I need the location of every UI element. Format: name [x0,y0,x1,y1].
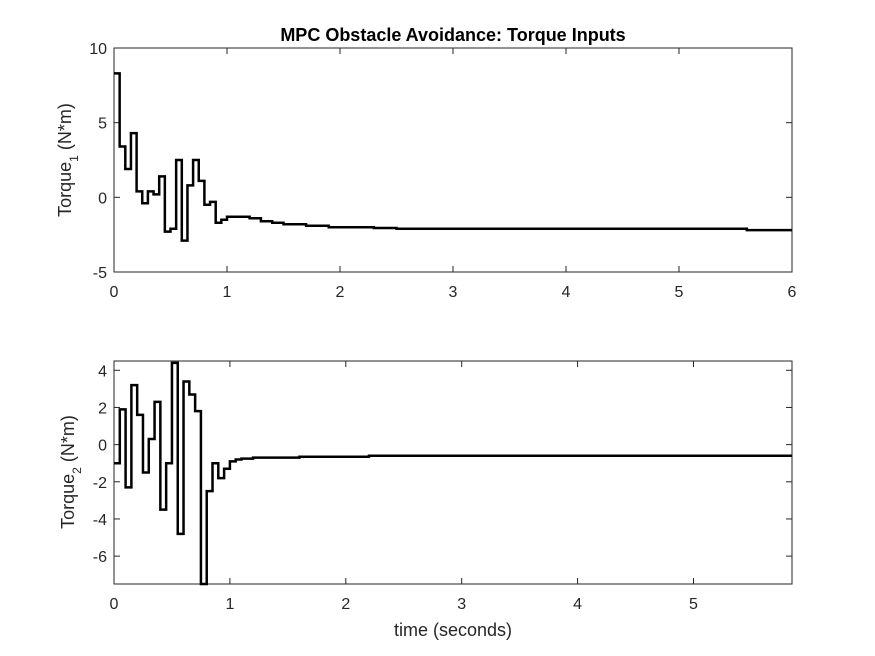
y-tick-label: 0 [98,438,107,455]
chart-title: MPC Obstacle Avoidance: Torque Inputs [280,25,625,45]
x-tick-label: 0 [110,596,119,613]
y-axis-label: Torque2 (N*m) [58,415,84,529]
y-tick-label: -4 [93,512,107,529]
y-tick-label: 5 [98,116,107,133]
torque2-chart: 0 1 2 3 4 5 -6 -4 -2 0 2 4 Torque2 (N*m) time (sec… [58,360,793,640]
x-tick-label: 2 [341,596,350,613]
y-tick-label: -2 [93,475,107,492]
x-tick-label: 5 [689,596,698,613]
y-tick-label: 4 [98,363,107,380]
y-tick-label: 2 [98,400,107,417]
x-tick-label: 2 [336,284,345,301]
x-tick-label: 6 [788,284,797,301]
y-tick-label: -6 [93,549,107,566]
x-tick-label: 5 [675,284,684,301]
x-tick-label: 4 [573,596,582,613]
x-tick-label: 3 [449,284,458,301]
x-ticks: 0 1 2 3 4 5 6 [110,48,797,301]
torque1-chart: MPC Obstacle Avoidance: Torque Inputs 0 1… [55,25,797,301]
plot-frame [113,47,793,273]
x-tick-label: 3 [457,596,466,613]
y-axis-label: Torque1 (N*m) [55,103,81,217]
x-ticks: 0 1 2 3 4 5 [110,361,698,613]
x-tick-label: 4 [562,284,571,301]
torque2-series-line [114,361,792,586]
y-tick-label: -5 [93,265,107,282]
y-tick-label: 10 [89,41,107,58]
y-ticks: -5 0 5 10 [89,41,792,282]
y-tick-label: 0 [98,190,107,207]
x-axis-label: time (seconds) [394,620,512,640]
x-tick-label: 0 [110,284,119,301]
plot-frame [113,360,793,585]
x-tick-label: 1 [223,284,232,301]
x-tick-label: 1 [225,596,234,613]
torque1-series-line [114,72,792,242]
y-ticks: -6 -4 -2 0 2 4 [93,363,792,566]
